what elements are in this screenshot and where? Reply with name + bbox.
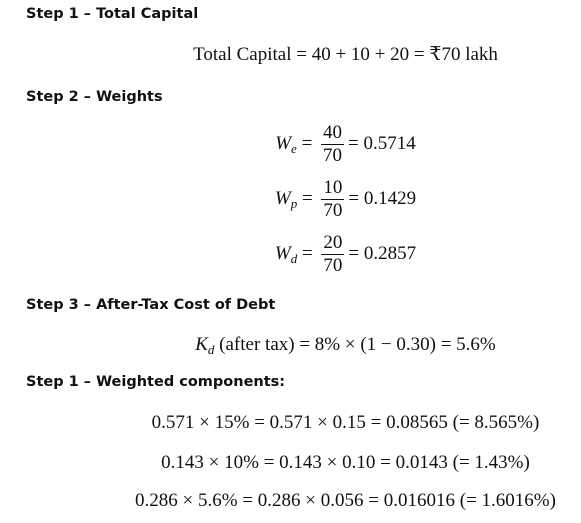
result: = 0.5714 [348,132,416,154]
equals: = [301,242,313,264]
equals: = [301,132,313,154]
denominator: 70 [323,145,343,166]
heading: Step 3 – After-Tax Cost of Debt [26,297,276,313]
denominator: 70 [323,200,343,221]
symbol: W [274,242,291,264]
fraction-equation: We = 40 70 = 0.5714 [55,122,581,167]
subscript: p [290,195,298,211]
equation: 0.286 × 5.6% = 0.286 × 0.056 = 0.016016 … [135,490,556,511]
numerator: 20 [321,232,345,255]
fraction-equation: Wd = 20 70 = 0.2857 [55,232,581,277]
result: = 0.2857 [348,242,417,264]
numerator: 40 [321,122,345,145]
fraction: 40 70 [321,122,345,167]
expression: (after tax) = 8% × (1 − 0.30) = 5.6% [219,334,496,355]
fraction: 10 70 [321,177,345,222]
symbol: W [274,187,291,209]
equals: = [301,187,313,209]
subscript: d [290,250,298,266]
equation: 0.143 × 10% = 0.143 × 0.10 = 0.0143 (= 1… [161,452,530,473]
equation: Kd (after tax) = 8% × (1 − 0.30) = 5.6% [55,334,581,358]
equation: 0.571 × 15% = 0.571 × 0.15 = 0.08565 (= … [151,412,540,433]
fraction-equation: Wp = 10 70 = 0.1429 [55,177,581,222]
fraction: 20 70 [321,232,345,277]
result: = 0.1429 [348,187,417,209]
numerator: 10 [321,177,345,200]
heading: Step 2 – Weights [26,89,163,105]
symbol: K [195,334,208,355]
heading: Step 1 – Total Capital [26,6,199,22]
heading: Step 1 – Weighted components: [26,374,286,390]
symbol: W [275,132,292,154]
subscript: e [291,140,297,156]
equation: Total Capital = 40 + 10 + 20 = ₹70 lakh [193,44,498,65]
denominator: 70 [323,255,343,276]
subscript: d [207,342,215,357]
